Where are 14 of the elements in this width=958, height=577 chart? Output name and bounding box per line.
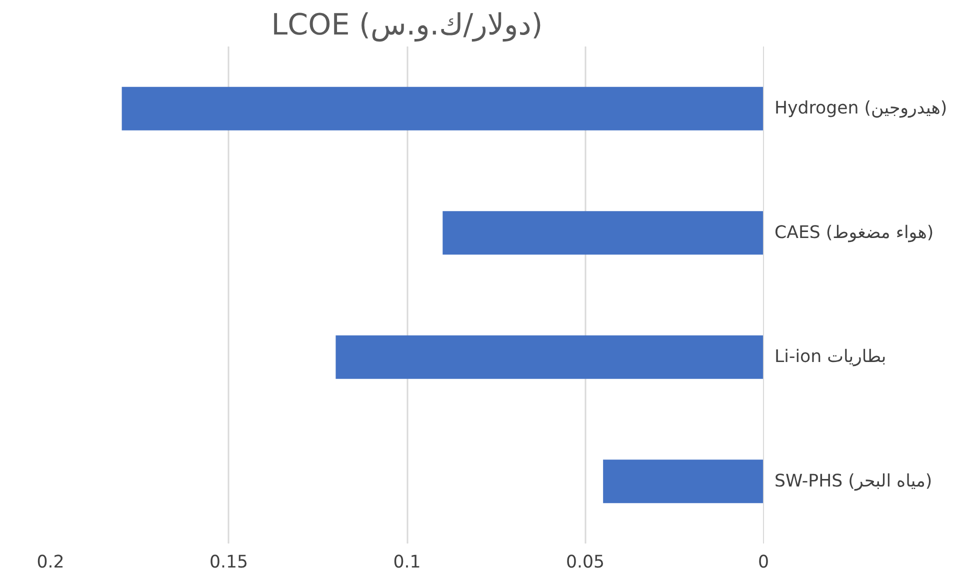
y-tick-label: Li-ion بطاريات <box>774 347 886 368</box>
y-tick-label: CAES (هواء مضغوط) <box>774 222 934 243</box>
y-tick-label: SW-PHS (مياه البحر) <box>774 471 932 492</box>
x-tick-label: 0.15 <box>209 552 248 572</box>
bar <box>442 211 764 255</box>
bar <box>603 460 764 504</box>
x-tick-label: 0.2 <box>36 552 64 572</box>
x-tick-label: 0.05 <box>566 552 605 572</box>
x-tick-label: 0.1 <box>393 552 421 572</box>
bar <box>122 86 764 130</box>
chart-title: LCOE (دولار/ك.و.س) <box>271 8 543 42</box>
x-tick-label: 0 <box>758 552 770 572</box>
bar <box>336 335 764 379</box>
y-tick-label: Hydrogen (هيدروجين) <box>774 98 948 119</box>
